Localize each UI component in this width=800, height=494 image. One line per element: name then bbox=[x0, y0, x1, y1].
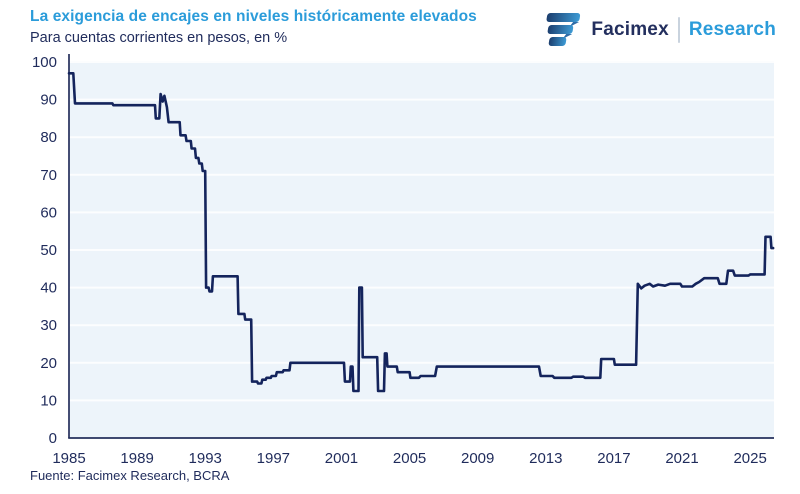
chart-title: La exigencia de encajes en niveles histó… bbox=[30, 8, 477, 25]
y-tick-label: 30 bbox=[40, 317, 57, 334]
chart-subtitle: Para cuentas corrientes en pesos, en % bbox=[30, 30, 288, 46]
source-note: Fuente: Facimex Research, BCRA bbox=[30, 468, 230, 483]
x-tick-label: 2025 bbox=[733, 450, 766, 467]
x-tick-label: 2005 bbox=[393, 450, 426, 467]
x-tick-label: 1993 bbox=[189, 450, 222, 467]
y-tick-label: 100 bbox=[32, 54, 57, 71]
y-tick-label: 60 bbox=[40, 204, 57, 221]
y-tick-label: 40 bbox=[40, 280, 57, 297]
x-tick-label: 1989 bbox=[120, 450, 153, 467]
chart-header: La exigencia de encajes en niveles histó… bbox=[30, 8, 776, 50]
y-tick-label: 0 bbox=[49, 430, 57, 447]
y-tick-label: 70 bbox=[40, 167, 57, 184]
y-tick-label: 50 bbox=[40, 242, 57, 259]
x-tick-label: 2001 bbox=[325, 450, 358, 467]
logo-brand-text: Facimex bbox=[591, 19, 669, 40]
x-tick-label: 2021 bbox=[665, 450, 698, 467]
x-tick-label: 1997 bbox=[257, 450, 290, 467]
y-tick-label: 90 bbox=[40, 92, 57, 109]
x-tick-label: 2017 bbox=[597, 450, 630, 467]
chart-area: 0 10 20 30 40 50 60 70 80 90 100 1985 1989 1993 1997 20… bbox=[0, 50, 800, 473]
facimex-logo-icon bbox=[546, 13, 581, 46]
line-chart: 0 10 20 30 40 50 60 70 80 90 100 1985 1989 1993 1997 20… bbox=[32, 54, 775, 467]
y-tick-label: 80 bbox=[40, 129, 57, 146]
x-tick-label: 2009 bbox=[461, 450, 494, 467]
facimex-logo: Facimex Research bbox=[540, 10, 776, 50]
x-tick-label: 2013 bbox=[529, 450, 562, 467]
x-tick-label: 1985 bbox=[52, 450, 85, 467]
y-tick-label: 20 bbox=[40, 355, 57, 372]
title-block: La exigencia de encajes en niveles histó… bbox=[30, 8, 477, 46]
series-line bbox=[67, 72, 775, 393]
logo-unit-text: Research bbox=[688, 19, 776, 40]
y-tick-label: 10 bbox=[40, 392, 57, 409]
logo-divider bbox=[677, 17, 680, 43]
